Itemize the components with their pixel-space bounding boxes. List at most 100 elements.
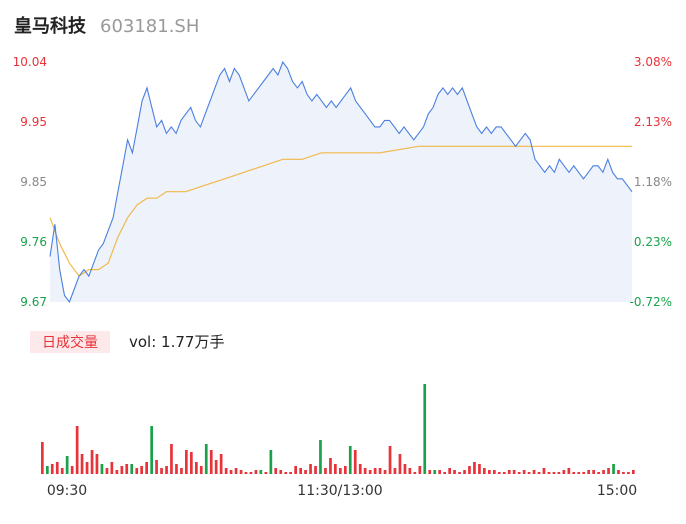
volume-bar [468,466,471,474]
volume-bar [170,444,173,474]
volume-bar [512,470,516,474]
volume-bar [493,470,496,474]
volume-bar [274,468,278,474]
volume-bar [408,468,412,474]
volume-bar [329,458,332,474]
volume-bar [448,468,451,474]
volume-bar [150,426,153,474]
price-tick-label: 9.95 [20,115,47,129]
price-axis-labels: 10.04 9.95 9.85 9.76 9.67 [13,55,47,309]
percent-axis-labels: 3.08% 2.13% 1.18% 0.23% -0.72% [630,55,672,309]
volume-bar [557,472,561,474]
volume-bar [155,460,158,474]
volume-bar [214,460,218,474]
volume-bar [319,440,322,474]
volume-bar [219,454,223,474]
volume-bar [145,462,148,474]
volume-bar [259,470,263,474]
volume-bar [284,472,288,474]
volume-bar [85,462,89,474]
stock-name: 皇马科技 [14,15,87,37]
volume-bar [264,472,268,474]
volume-bar [244,472,248,474]
volume-bar [552,472,556,474]
time-axis: 09:30 11:30/13:00 15:00 [47,483,637,499]
volume-bar [443,472,446,474]
percent-tick-label: 2.13% [634,115,672,129]
volume-bar [433,470,437,474]
volume-bar [324,468,327,474]
volume-bar [353,450,357,474]
time-tick-label: 09:30 [47,483,87,499]
volume-bar [483,468,486,474]
volume-bar [254,470,258,474]
volume-bar [279,470,283,474]
volume-bar [344,466,347,474]
volume-badge-bg [30,331,110,353]
volume-bar [627,472,630,474]
volume-bar [60,468,64,474]
volume-bar [502,472,506,474]
volume-badge: 日成交量 [42,334,98,351]
volume-bar [463,470,466,474]
volume-bar [622,472,625,474]
volume-bar [229,470,233,474]
percent-tick-label: 0.23% [634,235,672,249]
stock-code: 603181.SH [100,16,199,37]
price-line [49,60,633,304]
volume-bar [398,454,402,474]
volume-bar [532,470,536,474]
volume-bar [309,464,312,474]
volume-bar [175,464,178,474]
volume-bar [348,446,352,474]
volume-bar [368,470,372,474]
volume-bar [517,472,521,474]
time-tick-label: 11:30/13:00 [297,483,382,499]
volume-bar [304,470,307,474]
volume-bar [567,468,571,474]
volume-bar [55,462,59,474]
volume-bar [334,464,337,474]
volume-bar [572,472,576,474]
average-price-line [49,145,632,277]
volume-bar [602,470,605,474]
volume-bar [597,472,600,474]
volume-bar [41,442,44,474]
volume-bar [224,468,228,474]
price-tick-label: 10.04 [13,55,47,69]
volume-bar [363,468,367,474]
volume-bar [592,470,595,474]
volume-bar [497,472,501,474]
percent-tick-label: -0.72% [630,295,672,309]
volume-bar [527,472,531,474]
volume-bar [438,470,441,474]
volume-bar [125,464,129,474]
volume-text: vol: 1.77万手 [129,333,224,351]
volume-bar [105,468,109,474]
volume-bar [522,470,526,474]
volume-bar [249,472,253,474]
volume-bar [388,446,392,474]
volume-bar [90,450,94,474]
volume-bar [314,466,317,474]
volume-bar [185,450,188,474]
volume-bar [294,466,297,474]
volume-bar [358,464,362,474]
percent-tick-label: 3.08% [634,55,672,69]
volume-bar [75,426,79,474]
price-tick-label: 9.76 [20,235,47,249]
volume-plot-area [41,384,635,474]
volume-bar [617,470,620,474]
volume-bar [204,444,208,474]
volume-bar [473,462,476,474]
volume-bar [339,468,342,474]
volume-bar [577,472,581,474]
time-tick-label: 15:00 [597,483,637,499]
volume-bar [289,472,292,474]
volume-bar [423,384,427,474]
volume-bar [100,464,104,474]
volume-bar [95,454,99,474]
volume-bar [165,466,168,474]
volume-bar [418,466,422,474]
